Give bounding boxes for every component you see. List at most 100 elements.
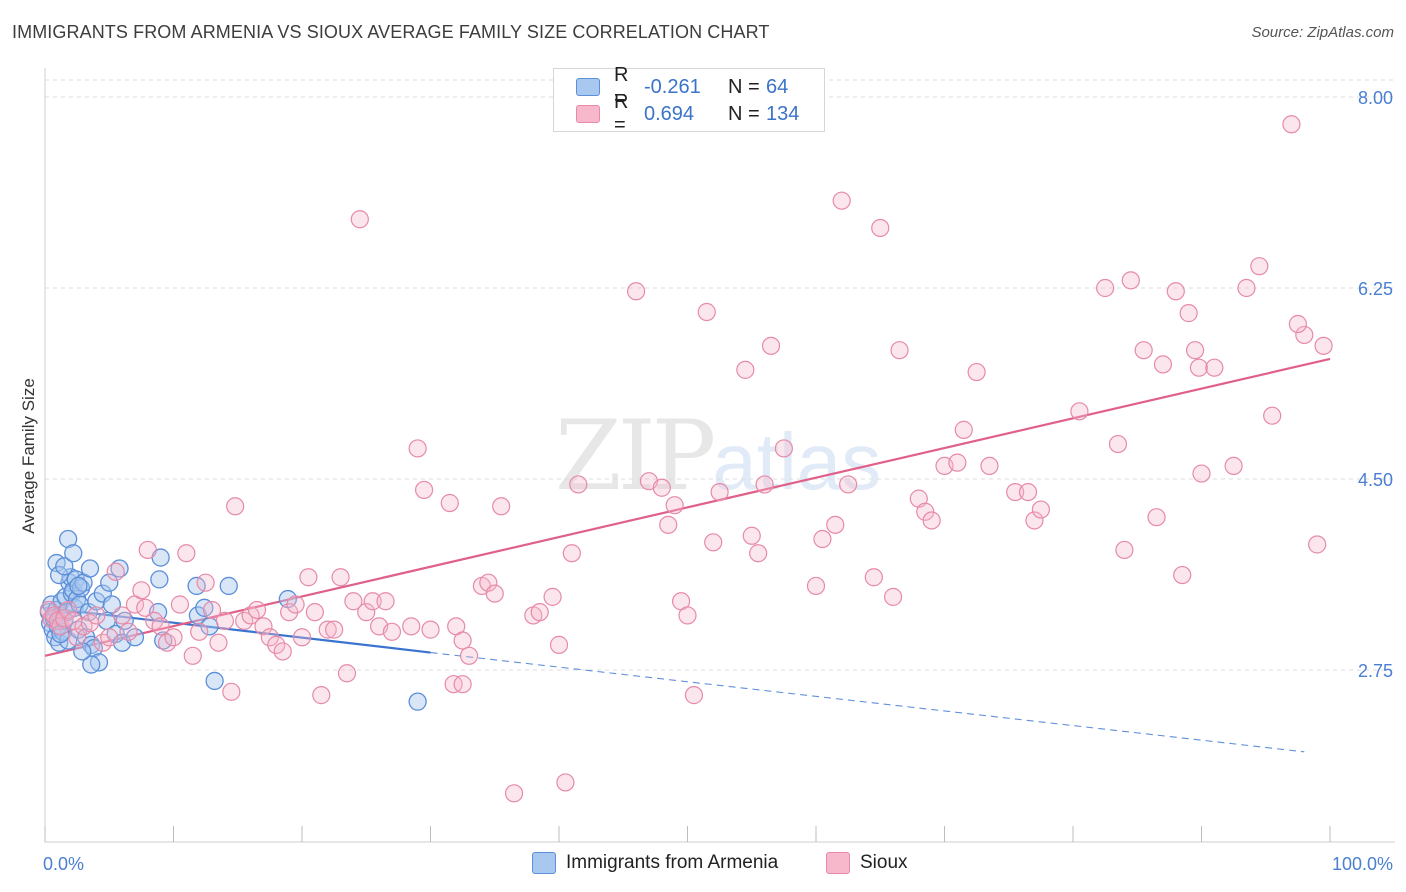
- point-sioux: [100, 628, 119, 647]
- legend-label-armenia: Immigrants from Armenia: [566, 852, 779, 873]
- point-sioux: [1153, 355, 1173, 374]
- point-sioux: [1295, 325, 1314, 345]
- point-sioux: [1237, 278, 1256, 298]
- point-sioux: [286, 595, 305, 614]
- point-sioux: [177, 544, 196, 563]
- legend-item-sioux: Sioux: [826, 852, 908, 874]
- point-sioux: [980, 456, 999, 476]
- point-sioux: [440, 493, 459, 513]
- point-sioux: [363, 592, 382, 611]
- point-sioux: [1192, 464, 1211, 483]
- y-tick-labels: 2.75 4.50 6.25 8.00: [1358, 88, 1393, 681]
- point-sioux: [549, 635, 569, 654]
- point-sioux: [202, 600, 222, 620]
- x-tick-labels: 0.0% 100.0%: [43, 854, 1393, 874]
- point-sioux: [331, 568, 350, 587]
- point-sioux: [318, 620, 337, 639]
- point-sioux: [1018, 482, 1038, 502]
- point-sioux: [459, 646, 479, 665]
- legend-swatch-sioux: [576, 105, 600, 123]
- point-sioux: [909, 489, 928, 508]
- point-sioux: [755, 475, 774, 494]
- point-sioux: [267, 635, 286, 654]
- legend-label-sioux: Sioux: [860, 852, 908, 873]
- point-sioux: [254, 617, 273, 636]
- point-sioux: [1031, 500, 1050, 519]
- point-sioux: [479, 573, 498, 592]
- point-sioux: [215, 611, 234, 630]
- point-sioux: [325, 620, 344, 639]
- point-sioux: [832, 191, 851, 210]
- point-sioux: [106, 562, 125, 581]
- series-sioux-points: [39, 115, 1333, 803]
- point-sioux: [247, 600, 267, 620]
- point-armenia: [69, 576, 88, 596]
- point-armenia: [69, 620, 88, 639]
- point-sioux: [678, 606, 697, 625]
- point-armenia: [55, 557, 74, 576]
- point-sioux: [652, 478, 671, 497]
- point-sioux: [967, 362, 986, 382]
- point-armenia: [80, 559, 100, 578]
- point-sioux: [504, 784, 524, 803]
- point-sioux: [1070, 402, 1089, 421]
- point-armenia: [58, 529, 78, 549]
- point-sioux: [112, 606, 132, 625]
- trend-armenia-extension: [430, 651, 1305, 753]
- point-sioux: [813, 529, 832, 549]
- point-sioux: [864, 568, 883, 587]
- point-sioux: [312, 686, 331, 705]
- point-sioux: [871, 218, 890, 238]
- point-sioux: [402, 617, 421, 636]
- point-sioux: [222, 682, 241, 701]
- legend-n-value: 64: [766, 75, 789, 98]
- point-sioux: [292, 628, 312, 647]
- point-sioux: [453, 675, 472, 694]
- point-sioux: [761, 336, 781, 355]
- point-sioux: [151, 617, 170, 636]
- y-axis-title: Average Family Size: [19, 378, 38, 534]
- point-sioux: [742, 526, 761, 545]
- point-sioux: [280, 603, 299, 622]
- legend-row-sioux: R = 0.694 N = 134: [576, 91, 799, 136]
- chart-source: Source: ZipAtlas.com: [1251, 24, 1394, 41]
- legend-swatch-armenia: [576, 78, 600, 96]
- point-sioux: [87, 606, 106, 625]
- point-sioux: [226, 497, 245, 516]
- point-armenia: [82, 655, 101, 674]
- point-sioux: [421, 620, 440, 639]
- point-sioux: [665, 496, 684, 515]
- legend-n-label: N =: [728, 102, 760, 125]
- point-sioux: [684, 686, 704, 705]
- point-sioux: [1006, 482, 1025, 502]
- point-sioux: [1288, 314, 1307, 334]
- legend-r-label: R =: [614, 91, 629, 136]
- point-armenia: [408, 692, 427, 711]
- legend-swatch-sioux: [826, 852, 850, 874]
- point-sioux: [1108, 434, 1128, 454]
- point-armenia: [49, 565, 69, 585]
- point-armenia: [73, 642, 92, 661]
- point-sioux: [826, 515, 845, 534]
- point-armenia: [205, 671, 224, 691]
- point-sioux: [485, 584, 504, 603]
- point-sioux: [183, 646, 202, 665]
- point-sioux: [190, 622, 209, 641]
- legend-item-armenia: Immigrants from Armenia: [532, 852, 778, 874]
- point-armenia: [82, 635, 101, 655]
- point-armenia: [64, 544, 83, 563]
- y-tick-label: 2.75: [1358, 661, 1393, 681]
- point-sioux: [59, 600, 78, 620]
- point-sioux: [704, 533, 723, 552]
- point-sioux: [749, 544, 768, 563]
- point-sioux: [136, 598, 155, 617]
- point-sioux: [1185, 341, 1205, 360]
- point-sioux: [839, 475, 858, 494]
- point-sioux: [1282, 115, 1301, 134]
- point-sioux: [1250, 257, 1269, 276]
- x-tick-label: 100.0%: [1332, 854, 1393, 874]
- x-tick-label: 0.0%: [43, 854, 84, 874]
- point-sioux: [344, 592, 363, 611]
- point-armenia: [150, 570, 169, 589]
- point-sioux: [626, 282, 646, 301]
